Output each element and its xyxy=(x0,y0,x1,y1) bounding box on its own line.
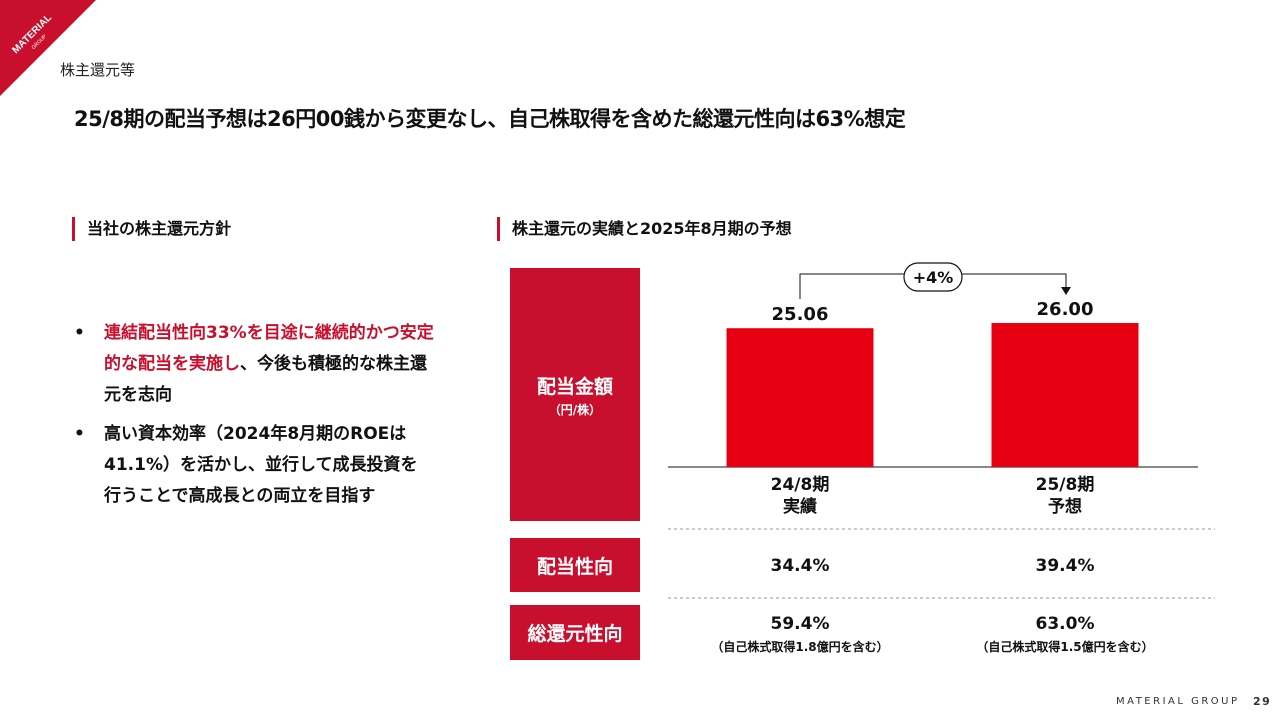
bullet-marker: • xyxy=(74,424,85,444)
page-title: 25/8期の配当予想は26円00銭から変更なし、自己株取得を含めた総還元性向は6… xyxy=(74,107,906,131)
bar-value-label: 26.00 xyxy=(1037,299,1094,320)
dividend-label-box: 配当金額 （円/株） xyxy=(510,268,640,521)
policy-item: • 連結配当性向33%を目途に継続的かつ安定的な配当を実施し、今後も積極的な株主… xyxy=(74,318,434,411)
dividend-label: 配当金額 xyxy=(536,375,613,398)
total-return-value-fy25: 63.0% xyxy=(1035,614,1095,634)
bar-value-label: 25.06 xyxy=(772,304,829,325)
category-label: 実績 xyxy=(783,496,817,517)
results-heading: 株主還元の実績と2025年8月期の予想 xyxy=(497,217,792,241)
total-return-label-box: 総還元性向 xyxy=(510,605,640,660)
payout-label: 配当性向 xyxy=(536,555,613,578)
dividend-unit: （円/株） xyxy=(548,402,602,417)
policy-highlight: 連結配当性向33%を目途に継続的かつ安定的な配当を実施し xyxy=(104,323,434,374)
policy-text: 高い資本効率（2024年8月期のROEは41.1%）を活かし、並行して成長投資を… xyxy=(104,424,418,506)
category-label: 予想 xyxy=(1048,496,1082,517)
section-label: 株主還元等 xyxy=(60,61,136,79)
dividend-bar xyxy=(726,328,874,467)
growth-badge xyxy=(903,262,963,292)
page-number: 29 xyxy=(1253,695,1272,708)
policy-item: • 高い資本効率（2024年8月期のROEは41.1%）を活かし、並行して成長投… xyxy=(74,419,434,512)
policy-list: • 連結配当性向33%を目途に継続的かつ安定的な配当を実施し、今後も積極的な株主… xyxy=(74,318,434,520)
total-return-value-fy24: 59.4% xyxy=(770,614,830,634)
growth-bracket xyxy=(799,273,1067,299)
category-label: 25/8期 xyxy=(1036,475,1095,495)
payout-label-box: 配当性向 xyxy=(510,538,640,592)
brand-logo-corner: MATERIAL GROUP xyxy=(0,0,96,96)
total-return-note-fy25: （自己株式取得1.5億円を含む） xyxy=(976,640,1154,654)
footer-brand: MATERIAL GROUP xyxy=(1116,696,1240,707)
total-return-note-fy24: （自己株式取得1.8億円を含む） xyxy=(711,640,889,654)
dividend-bar xyxy=(991,323,1139,467)
policy-heading: 当社の株主還元方針 xyxy=(72,217,231,241)
bullet-marker: • xyxy=(74,323,85,343)
growth-label: +4% xyxy=(913,268,954,287)
growth-arrowhead xyxy=(1061,287,1071,295)
payout-value-fy24: 34.4% xyxy=(770,556,830,576)
total-return-label: 総還元性向 xyxy=(527,623,623,645)
policy-text: 、今後も積極的な株主還元を志向 xyxy=(104,354,427,405)
category-label: 24/8期 xyxy=(771,475,830,495)
payout-value-fy25: 39.4% xyxy=(1035,556,1095,576)
